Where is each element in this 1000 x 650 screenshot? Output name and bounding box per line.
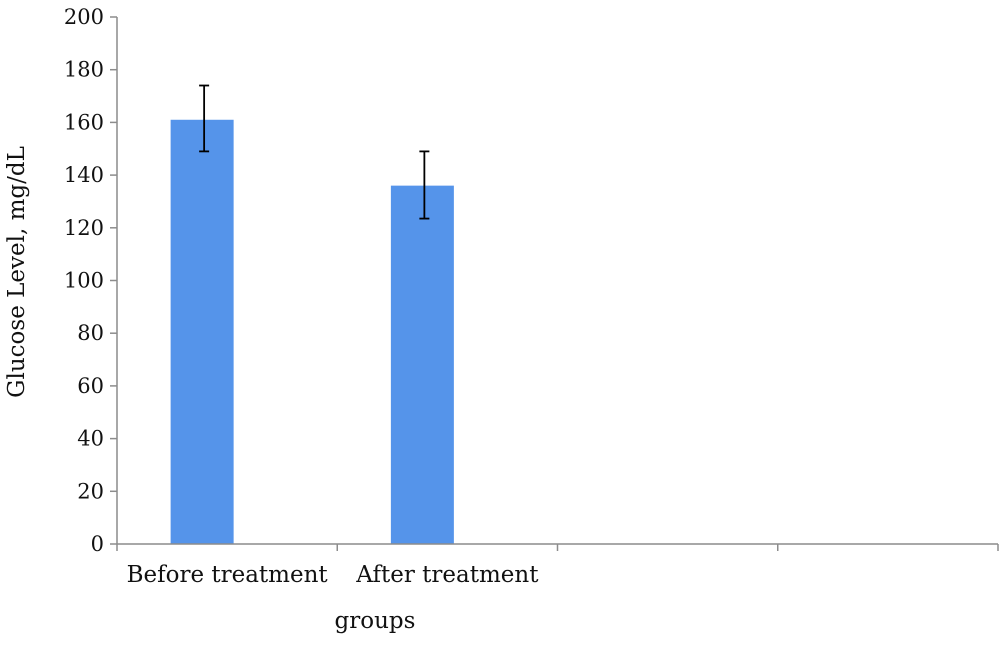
category-label: After treatment [355,562,539,588]
y-tick-label: 0 [91,532,104,556]
y-tick-label: 140 [64,163,104,187]
y-tick-label: 160 [64,110,104,134]
error-bars [199,84,430,220]
y-tick-label: 80 [77,321,104,345]
y-tick-label: 120 [64,216,104,240]
x-axis-ticks [116,544,999,551]
y-tick-label: 20 [77,479,104,503]
y-tick-label: 180 [64,58,104,82]
y-axis-ticks: 0 20 40 60 80 100 120 140 160 180 200 [64,5,117,556]
x-axis-title: groups [335,608,416,634]
bar [390,185,454,544]
y-tick-label: 40 [77,427,104,451]
bars [170,119,454,544]
y-tick-label: 100 [64,269,104,293]
y-tick-label: 200 [64,5,104,29]
bar [170,119,234,544]
y-axis-title: Glucose Level, mg/dL [4,146,30,398]
y-tick-label: 60 [77,374,104,398]
category-labels: Before treatment After treatment [127,562,540,588]
category-label: Before treatment [127,562,329,588]
